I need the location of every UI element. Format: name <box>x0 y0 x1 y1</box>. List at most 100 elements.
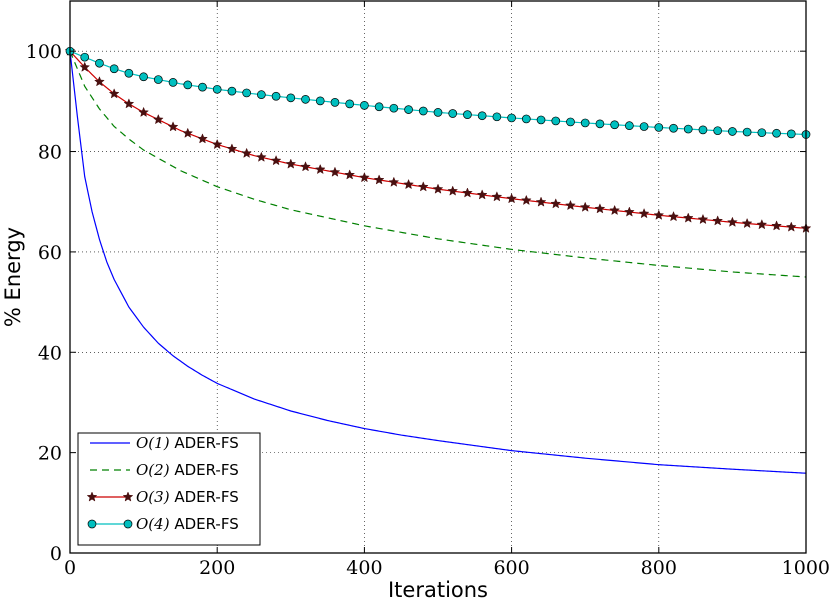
series-4-marker <box>757 128 767 138</box>
series-4-marker <box>772 128 781 138</box>
series-4-marker <box>683 124 693 134</box>
y-tick-label: 0 <box>50 543 62 565</box>
series-4-marker <box>507 113 516 123</box>
y-tick-label: 40 <box>38 342 62 364</box>
series-3-marker <box>771 220 782 231</box>
legend-label-text: ADER-FS <box>170 461 239 479</box>
series-4-marker <box>95 58 104 68</box>
series-3-marker <box>329 166 341 177</box>
series-4-marker <box>80 52 90 62</box>
series-3-marker <box>314 163 326 175</box>
series-4-marker <box>124 68 134 78</box>
series-4-marker <box>477 111 487 121</box>
legend-label-math: O(4) <box>136 515 170 533</box>
legend-label-3: O(3) ADER-FS <box>136 488 239 506</box>
series-3-marker <box>520 194 532 206</box>
series-3-marker <box>535 196 547 207</box>
series-4-marker <box>301 95 310 104</box>
series-3-marker <box>167 121 179 132</box>
series-3-marker <box>653 209 665 220</box>
series-4-marker <box>521 114 531 124</box>
series-4-marker <box>433 108 443 117</box>
series-3-marker <box>359 171 370 183</box>
series-4-marker <box>286 93 296 103</box>
series-3-marker <box>491 191 503 202</box>
series-3-marker <box>447 185 459 196</box>
series-4-marker <box>551 116 561 126</box>
series-3-marker <box>152 113 164 125</box>
x-tick-labels: 0 200 400 600 800 1000 <box>64 557 830 579</box>
series-4-marker <box>315 96 325 106</box>
series-3-marker <box>197 133 208 144</box>
legend-label-text: ADER-FS <box>170 488 239 506</box>
series-3-marker <box>741 217 753 229</box>
series-4-marker <box>212 84 222 94</box>
series-4-marker <box>625 121 634 131</box>
legend-label-2: O(2) ADER-FS <box>136 461 239 479</box>
series-4-marker <box>669 123 678 133</box>
series-3-marker <box>255 151 267 162</box>
series-3-marker <box>417 181 429 192</box>
legend-label-1: O(1) ADER-FS <box>136 434 239 452</box>
legend-label-text: ADER-FS <box>170 434 239 452</box>
series-4-marker <box>654 123 664 132</box>
series-3-marker <box>432 183 444 194</box>
series-4-marker <box>698 125 708 135</box>
plot-frame <box>69 0 807 554</box>
series-3-marker <box>550 198 562 209</box>
legend-label-math: O(1) <box>136 434 170 452</box>
series-3-marker <box>373 174 385 185</box>
series-3-marker <box>79 61 91 72</box>
series-4-marker <box>345 99 355 109</box>
y-axis-title: % Energy <box>1 227 25 327</box>
series-4-marker <box>580 118 590 128</box>
series-4-marker <box>153 75 163 84</box>
x-tick-label: 600 <box>493 557 529 579</box>
series-3-marker <box>712 215 724 226</box>
y-tick-labels: 0 20 40 60 80 100 <box>26 41 62 565</box>
series-4-marker <box>448 109 458 118</box>
series-4-marker <box>330 98 340 107</box>
series-3-marker <box>344 169 356 180</box>
series-3-marker <box>108 88 120 99</box>
series-3-marker <box>388 176 400 187</box>
legend: O(1) ADER-FSO(2) ADER-FSO(3) ADER-FSO(4)… <box>77 432 261 546</box>
series-4-marker <box>242 88 251 98</box>
series-4-marker <box>389 103 399 113</box>
series-3-marker <box>123 98 135 109</box>
legend-label-math: O(3) <box>136 488 170 506</box>
legend-marker-3 <box>122 491 134 502</box>
series-3-marker <box>241 147 253 158</box>
series-4-marker <box>168 78 178 87</box>
series-3-marker <box>211 138 223 150</box>
series-4-marker <box>713 126 723 136</box>
series-3-marker <box>138 106 149 117</box>
legend-marker-4 <box>123 519 133 529</box>
x-tick-label: 0 <box>64 557 76 579</box>
series-3-marker <box>609 204 621 216</box>
series-4-marker <box>227 86 237 96</box>
series-4-marker <box>742 127 752 137</box>
series-3-marker <box>785 221 797 232</box>
series-3-marker <box>623 206 635 217</box>
series-4-marker <box>786 129 796 139</box>
legend-marker-4 <box>87 519 97 529</box>
series-3-marker <box>668 211 679 222</box>
series-3-marker <box>756 219 768 230</box>
series-4-marker <box>139 72 148 82</box>
series-2-line <box>69 50 807 278</box>
series-3-marker <box>565 199 576 211</box>
legend-marker-3 <box>86 491 98 502</box>
series-4-marker <box>183 80 193 90</box>
series-3-marker <box>476 189 488 200</box>
series-3-marker <box>226 143 238 154</box>
series-3-marker <box>594 203 606 214</box>
x-tick-label: 400 <box>346 557 382 579</box>
series-3-marker <box>300 161 311 172</box>
series-3-marker <box>403 178 414 190</box>
x-tick-label: 1000 <box>782 557 830 579</box>
series-4-marker <box>418 106 428 116</box>
series-3-marker <box>697 213 709 225</box>
series-3-marker <box>462 187 473 198</box>
axis-ticks <box>69 1 807 554</box>
